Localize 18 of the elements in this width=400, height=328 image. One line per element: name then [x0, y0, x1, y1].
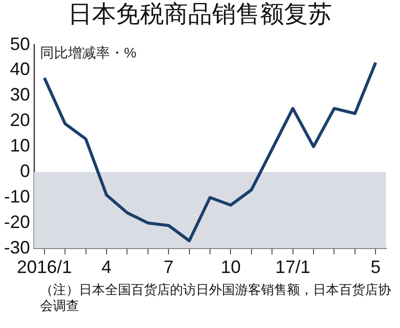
y-tick-label: 10	[10, 136, 30, 156]
x-tick-label: 17/1	[275, 257, 310, 278]
y-tick-label: 50	[10, 34, 30, 54]
x-tick-label: 5	[370, 257, 381, 278]
y-tick-label: -20	[4, 212, 30, 232]
x-tick-label: 4	[101, 257, 112, 278]
y-tick-label: 30	[10, 84, 30, 105]
y-tick-label: -30	[4, 237, 30, 258]
y-axis-title: 同比增减率・%	[40, 44, 136, 61]
y-tick-label: -10	[4, 186, 30, 206]
y-tick-label: 0	[20, 161, 30, 182]
x-tick-label: 10	[220, 257, 241, 278]
chart-title: 日本免税商品销售额复苏	[67, 0, 333, 30]
y-tick-label: 40	[10, 59, 30, 80]
x-tick-label: 7	[164, 257, 174, 278]
text: （注）日本全国百货店的访日外国游客销售额，日本百货店协会调查	[39, 282, 392, 314]
y-tick-label: 20	[10, 110, 30, 130]
x-tick-label: 2016/1	[16, 257, 72, 278]
